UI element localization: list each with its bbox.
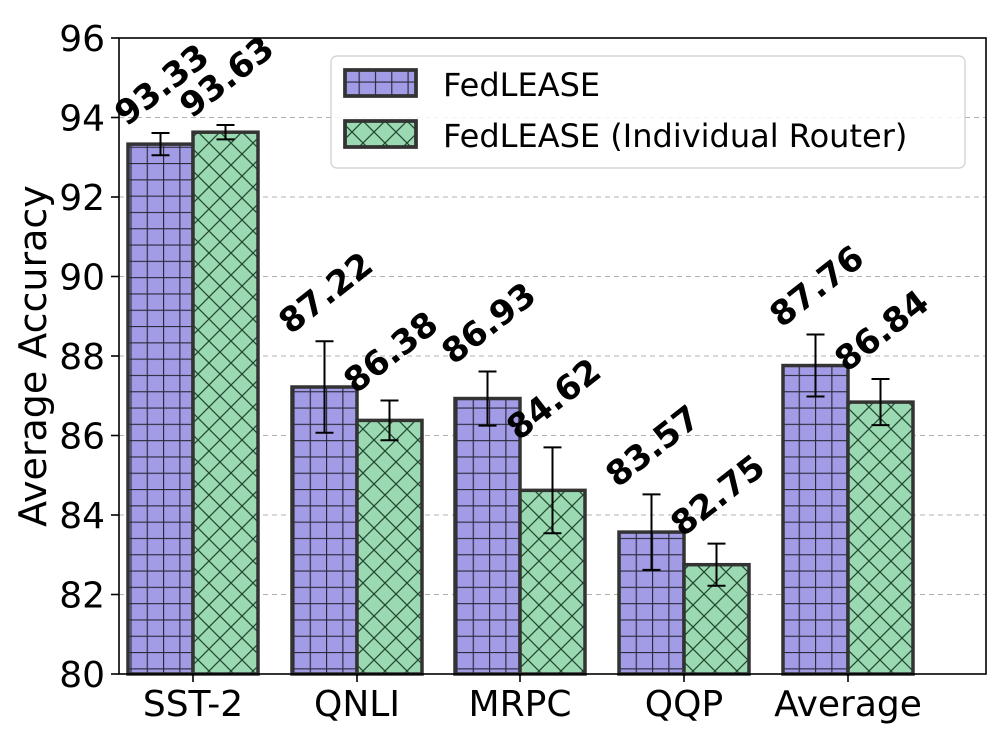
error-bar-individual-router-average: [871, 378, 890, 427]
legend-label-fedlease-individual-router: FedLEASE (Individual Router): [443, 117, 907, 155]
y-tick-label-92: 92: [59, 178, 105, 219]
legend-entry-fedlease-individual-router: FedLEASE (Individual Router): [343, 117, 907, 155]
bar-individual-router-sst-2: [191, 130, 260, 676]
error-bar-fedlease-sst-2: [151, 132, 170, 157]
error-bar-fedlease-average: [806, 333, 825, 398]
bar-hatch-individual-router-qnli: [355, 418, 424, 676]
value-label-fedlease-qqp: 83.57: [598, 398, 707, 496]
legend-swatch-hatch-1: [343, 119, 418, 149]
bar-hatch-individual-router-average: [846, 400, 915, 676]
bar-hatch-fedlease-average: [781, 363, 850, 676]
bar-hatch-individual-router-sst-2: [191, 130, 260, 676]
y-axis: 80 82 84 86 88 90 92 94 96: [59, 19, 119, 696]
bar-fedlease-average: [781, 363, 850, 676]
y-tick-label-96: 96: [59, 19, 105, 60]
bar-fedlease-qnli: [290, 385, 359, 676]
legend-frame: [330, 55, 966, 169]
error-bar-fedlease-mrpc: [478, 370, 497, 427]
x-tick-label-average: Average: [774, 684, 922, 725]
bar-individual-router-average: [846, 400, 915, 676]
bars: [126, 130, 915, 676]
error-bar-individual-router-mrpc: [543, 446, 562, 535]
y-tick-label-86: 86: [59, 417, 105, 458]
y-tick-label-90: 90: [59, 258, 105, 299]
legend-entry-fedlease: FedLEASE: [343, 66, 600, 104]
y-axis-label: Average Accuracy: [11, 185, 55, 527]
y-tick-label-80: 80: [59, 655, 105, 696]
error-bars: [151, 124, 890, 587]
legend-swatch-hatch-0: [343, 68, 418, 98]
x-tick-label-mrpc: MRPC: [469, 684, 572, 725]
y-gridlines: [119, 117, 986, 595]
value-label-individual-router-qqp: 82.75: [663, 447, 772, 545]
x-axis: SST-2 QNLI MRPC QQP Average: [143, 674, 922, 725]
error-bar-individual-router-qnli: [380, 399, 399, 442]
x-tick-label-sst-2: SST-2: [143, 684, 243, 725]
bar-hatch-fedlease-sst-2: [126, 142, 195, 676]
value-label-fedlease-qnli: 87.22: [271, 245, 380, 343]
bar-individual-router-qnli: [355, 418, 424, 676]
value-label-fedlease-mrpc: 86.93: [434, 275, 543, 373]
y-tick-label-94: 94: [59, 99, 105, 140]
error-bar-individual-router-sst-2: [216, 124, 235, 141]
y-tick-label-84: 84: [59, 496, 105, 537]
bar-fedlease-sst-2: [126, 142, 195, 676]
legend-label-fedlease: FedLEASE: [443, 66, 600, 104]
x-tick-label-qqp: QQP: [645, 684, 723, 725]
value-label-individual-router-qnli: 86.38: [336, 304, 445, 402]
bar-fedlease-mrpc: [453, 396, 522, 676]
y-tick-label-82: 82: [59, 576, 105, 617]
y-tick-label-88: 88: [59, 337, 105, 378]
bar-hatch-fedlease-mrpc: [453, 396, 522, 676]
error-bar-individual-router-qqp: [707, 542, 726, 587]
error-bar-fedlease-qqp: [642, 493, 661, 571]
value-label-individual-router-average: 86.84: [827, 282, 936, 380]
error-bar-fedlease-qnli: [315, 340, 334, 434]
x-tick-label-qnli: QNLI: [314, 684, 400, 725]
value-label-fedlease-average: 87.76: [762, 238, 871, 336]
legend: FedLEASE FedLEASE (Individual Router): [330, 55, 966, 169]
